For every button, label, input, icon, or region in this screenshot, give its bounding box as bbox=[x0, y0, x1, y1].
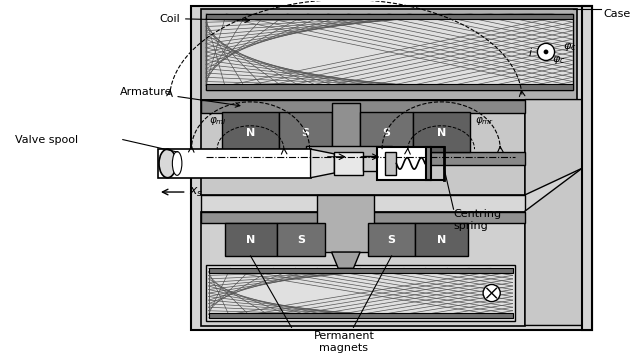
Bar bbox=[201, 152, 525, 165]
Bar bbox=[385, 152, 396, 175]
Bar bbox=[192, 6, 592, 330]
Bar bbox=[582, 6, 592, 330]
Bar bbox=[206, 266, 516, 321]
Bar bbox=[206, 84, 573, 90]
Text: S: S bbox=[382, 128, 390, 138]
Text: $\varphi_c$: $\varphi_c$ bbox=[563, 41, 577, 53]
Text: Armature: Armature bbox=[120, 87, 240, 107]
Bar bbox=[368, 222, 415, 256]
Bar bbox=[201, 212, 525, 326]
Circle shape bbox=[543, 49, 548, 54]
Bar bbox=[279, 112, 332, 152]
Bar bbox=[415, 222, 468, 256]
Ellipse shape bbox=[172, 152, 182, 176]
Bar bbox=[201, 100, 525, 195]
Bar bbox=[222, 112, 279, 152]
Bar bbox=[225, 222, 277, 256]
Text: N: N bbox=[437, 128, 446, 138]
Bar bbox=[332, 103, 360, 156]
Bar bbox=[360, 112, 413, 152]
Polygon shape bbox=[311, 149, 334, 178]
Text: $\varphi_c$: $\varphi_c$ bbox=[552, 54, 565, 67]
Text: N: N bbox=[246, 128, 255, 138]
Bar bbox=[208, 268, 512, 273]
Text: Centring
spring: Centring spring bbox=[453, 209, 502, 231]
Bar bbox=[158, 149, 311, 178]
Bar bbox=[201, 100, 525, 113]
Text: Case: Case bbox=[603, 9, 630, 19]
Ellipse shape bbox=[159, 149, 176, 178]
Bar bbox=[317, 195, 374, 252]
Text: N: N bbox=[437, 235, 446, 245]
Text: $x_s$: $x_s$ bbox=[189, 185, 203, 199]
Text: N: N bbox=[246, 235, 255, 245]
Bar bbox=[413, 112, 470, 152]
Bar bbox=[201, 9, 577, 100]
Polygon shape bbox=[525, 168, 582, 325]
Bar bbox=[201, 195, 525, 212]
Circle shape bbox=[483, 284, 500, 302]
Circle shape bbox=[538, 43, 554, 61]
Bar bbox=[208, 268, 512, 318]
Text: S: S bbox=[388, 235, 395, 245]
Bar bbox=[334, 152, 363, 175]
Bar bbox=[426, 147, 431, 180]
Bar bbox=[201, 212, 525, 224]
Bar bbox=[206, 14, 573, 90]
Bar bbox=[363, 156, 377, 171]
Text: S: S bbox=[297, 235, 305, 245]
Text: S: S bbox=[301, 128, 309, 138]
Text: Permanent
magnets: Permanent magnets bbox=[314, 331, 374, 353]
Bar bbox=[377, 147, 430, 180]
Text: Valve spool: Valve spool bbox=[15, 135, 78, 145]
Bar bbox=[206, 14, 573, 20]
Bar bbox=[208, 313, 512, 318]
Bar bbox=[277, 222, 325, 256]
Text: Coil: Coil bbox=[159, 14, 249, 23]
Text: $i$: $i$ bbox=[528, 46, 532, 58]
Polygon shape bbox=[332, 252, 360, 268]
Text: $\varphi_{ml}$: $\varphi_{ml}$ bbox=[208, 115, 226, 126]
Bar bbox=[306, 146, 392, 167]
Text: $\varphi_{mr}$: $\varphi_{mr}$ bbox=[475, 115, 494, 126]
Polygon shape bbox=[525, 100, 582, 195]
